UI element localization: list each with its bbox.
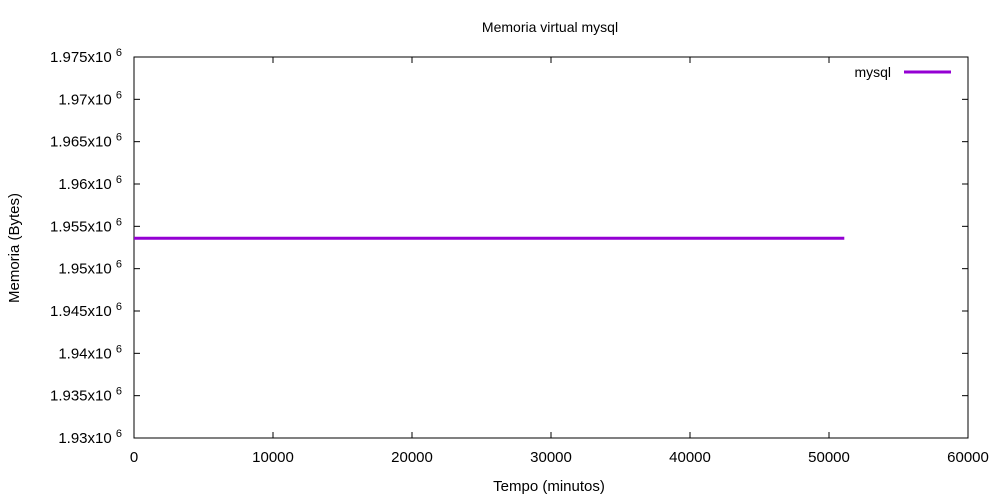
y-axis-title: Memoria (Bytes) (6, 193, 23, 303)
y-tick-label: 1.97x10 6 (58, 89, 122, 108)
y-tick-labels: 1.93x10 6 1.935x10 6 1.94x10 6 1.945x10 6 1.… (50, 47, 122, 447)
x-tick-label: 20000 (391, 449, 433, 466)
x-tick-labels: 0 10000 20000 30000 40000 50000 60000 (130, 449, 989, 466)
x-tick-label: 50000 (808, 449, 850, 466)
y-tick-label: 1.945x10 6 (50, 301, 122, 320)
y-tick-label: 1.955x10 6 (50, 216, 122, 235)
y-tick-label: 1.96x10 6 (58, 174, 122, 193)
x-axis-title: Tempo (minutos) (493, 478, 605, 495)
y-tick-label: 1.93x10 6 (58, 428, 122, 447)
plot-frame (133, 56, 969, 439)
x-tick-label: 40000 (669, 449, 711, 466)
legend-label: mysql (854, 64, 891, 80)
legend: mysql (854, 64, 951, 80)
y-tick-label: 1.935x10 6 (50, 386, 122, 405)
y-tick-label: 1.94x10 6 (58, 343, 122, 362)
chart-title: Memoria virtual mysql (482, 19, 618, 35)
axis-ticks (133, 56, 969, 439)
x-tick-label: 10000 (252, 449, 294, 466)
x-tick-label: 0 (130, 449, 138, 466)
y-tick-label: 1.975x10 6 (50, 47, 122, 66)
y-tick-label: 1.965x10 6 (50, 132, 122, 151)
x-tick-label: 30000 (530, 449, 572, 466)
y-tick-label: 1.95x10 6 (58, 259, 122, 278)
x-tick-label: 60000 (947, 449, 989, 466)
